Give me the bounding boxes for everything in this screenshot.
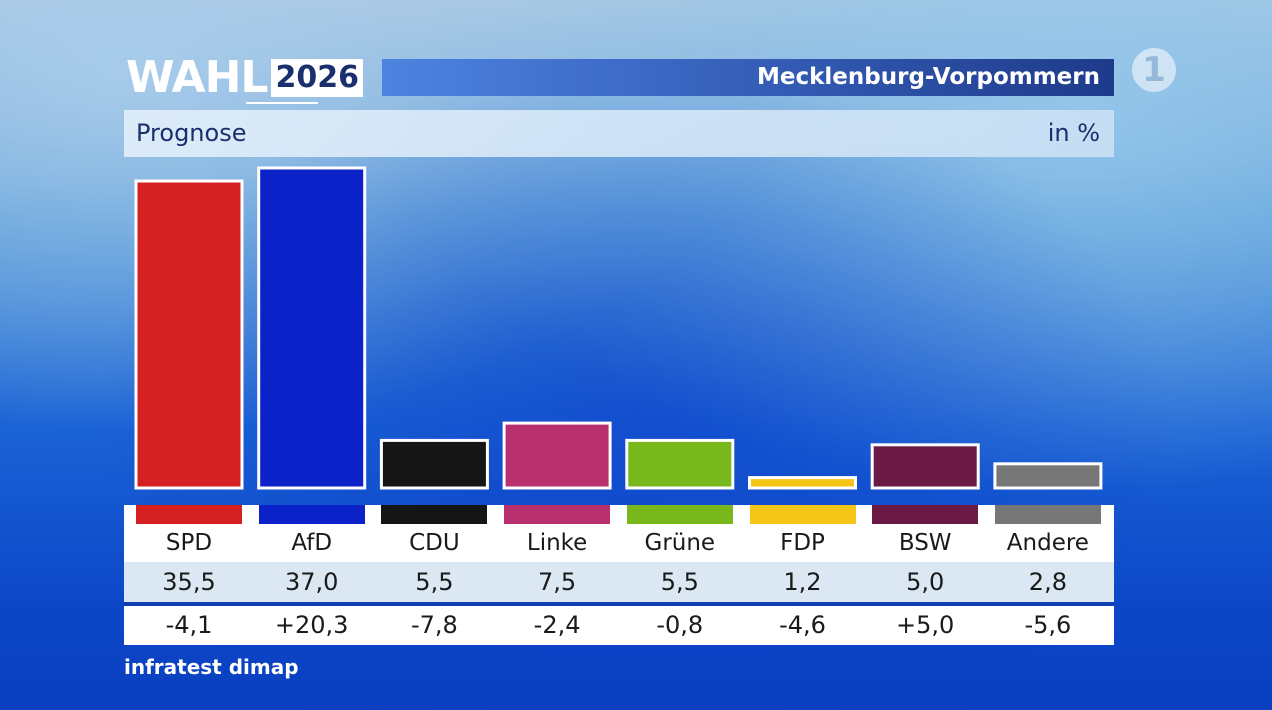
ard-logo-icon: 1 bbox=[1132, 48, 1176, 92]
party-name-row: SPD AfD CDU Linke Grüne FDP BSW Andere bbox=[124, 524, 1114, 562]
party-name-linke: Linke bbox=[526, 530, 588, 556]
value-label-spd: 35,5 bbox=[162, 568, 216, 596]
party-name-fdp: FDP bbox=[780, 530, 825, 556]
value-label-cdu: 5,5 bbox=[415, 568, 454, 596]
party-name-bsw: BSW bbox=[898, 530, 952, 556]
region-title: Mecklenburg-Vorpommern bbox=[757, 64, 1100, 90]
prognose-label: Prognose bbox=[136, 119, 247, 147]
change-label-andere: -5,6 bbox=[1024, 611, 1072, 639]
value-label-afd: 37,0 bbox=[284, 568, 339, 596]
logo-year: 2026 bbox=[271, 59, 363, 97]
swatch-fdp bbox=[749, 505, 856, 524]
swatch-grüne bbox=[626, 505, 733, 524]
bar-fdp bbox=[748, 476, 857, 490]
value-label-linke: 7,5 bbox=[538, 568, 577, 596]
swatch-bsw bbox=[872, 505, 979, 524]
results-table: SPD AfD CDU Linke Grüne FDP BSW Andere 35,5 37,0… bbox=[124, 505, 1114, 645]
swatch-cdu bbox=[381, 505, 488, 524]
swatch-afd bbox=[258, 505, 365, 524]
bar-bsw bbox=[870, 443, 980, 490]
change-label-linke: -2,4 bbox=[533, 611, 581, 639]
party-name-grüne: Grüne bbox=[644, 530, 716, 556]
change-label-spd: -4,1 bbox=[165, 611, 213, 639]
bar-andere bbox=[993, 462, 1103, 490]
bar-afd bbox=[257, 166, 367, 490]
swatch-spd bbox=[136, 505, 242, 524]
value-label-andere: 2,8 bbox=[1028, 568, 1067, 596]
swatch-andere bbox=[994, 505, 1101, 524]
logo-underline bbox=[246, 102, 318, 104]
logo-word: WAHL bbox=[126, 52, 268, 103]
value-label-bsw: 5,0 bbox=[906, 568, 945, 596]
change-label-afd: +20,3 bbox=[274, 611, 349, 639]
change-label-bsw: +5,0 bbox=[896, 611, 955, 639]
color-row bbox=[124, 505, 1114, 524]
change-row: -4,1 +20,3 -7,8 -2,4 -0,8 -4,6 +5,0 -5,6 bbox=[124, 606, 1114, 645]
bar-linke bbox=[502, 421, 612, 490]
unit-label: in % bbox=[1047, 119, 1100, 147]
bar-grüne bbox=[625, 438, 735, 490]
subheader-bar: Prognose in % bbox=[124, 110, 1114, 157]
change-label-grüne: -0,8 bbox=[656, 611, 704, 639]
value-label-grüne: 5,5 bbox=[660, 568, 699, 596]
bar-spd bbox=[134, 179, 244, 490]
change-label-cdu: -7,8 bbox=[410, 611, 458, 639]
swatch-linke bbox=[504, 505, 611, 524]
row-separator bbox=[124, 602, 1114, 606]
value-label-fdp: 1,2 bbox=[783, 568, 822, 596]
wahl-logo: WAHL 2026 bbox=[126, 52, 363, 104]
source-label: infratest dimap bbox=[124, 655, 299, 679]
party-name-spd: SPD bbox=[165, 530, 213, 556]
change-label-fdp: -4,6 bbox=[779, 611, 826, 639]
title-bar: Mecklenburg-Vorpommern bbox=[382, 59, 1114, 96]
party-name-cdu: CDU bbox=[409, 530, 460, 556]
bar-cdu bbox=[379, 438, 489, 490]
party-name-andere: Andere bbox=[1006, 530, 1089, 556]
value-row: 35,5 37,0 5,5 7,5 5,5 1,2 5,0 2,8 bbox=[124, 562, 1114, 602]
party-name-afd: AfD bbox=[291, 530, 333, 556]
